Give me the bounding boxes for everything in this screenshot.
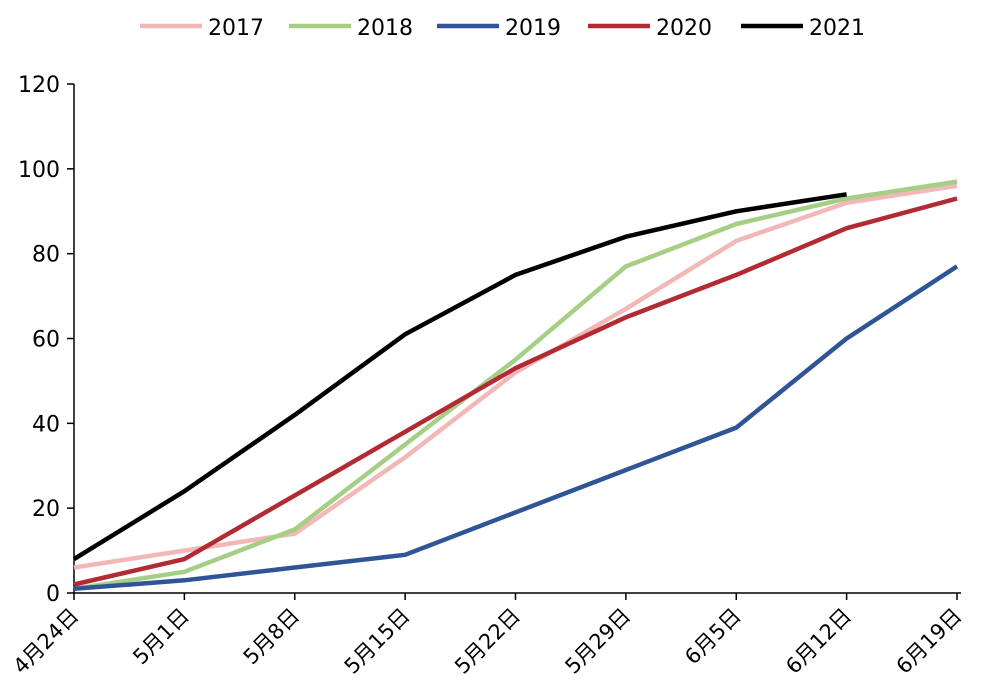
legend-item: 2017 xyxy=(140,16,264,41)
plot-area xyxy=(72,179,959,592)
x-tick-label: 4月24日 xyxy=(9,604,84,679)
x-tick-label: 5月15日 xyxy=(340,604,415,679)
x-tick-label: 5月1日 xyxy=(128,604,194,670)
y-tick-label: 60 xyxy=(32,328,60,353)
x-tick-label: 6月5日 xyxy=(680,604,746,670)
x-tick-label: 6月19日 xyxy=(892,604,967,679)
legend-item: 2019 xyxy=(437,16,561,41)
legend: 2017 2018 2019 2020 2021 xyxy=(140,16,865,41)
y-axis: 0 20 40 60 80 100 120 xyxy=(18,73,75,607)
series-line-2017 xyxy=(73,183,958,570)
legend-item: 2021 xyxy=(741,16,865,41)
x-axis: 4月24日 5月1日 5月8日 5月15日 5月22日 5月29日 6月5日 6月12日 6月1… xyxy=(9,592,967,679)
legend-label: 2019 xyxy=(505,16,561,41)
series-line-2020 xyxy=(73,196,958,587)
y-tick-label: 80 xyxy=(32,243,60,268)
x-tick-label: 5月8日 xyxy=(239,604,305,670)
y-tick-label: 40 xyxy=(32,412,60,437)
y-tick-label: 20 xyxy=(32,497,60,522)
y-tick-label: 0 xyxy=(46,582,60,607)
series-line-2021 xyxy=(72,192,847,562)
legend-label: 2020 xyxy=(656,16,712,41)
legend-label: 2017 xyxy=(208,16,264,41)
y-tick-label: 120 xyxy=(18,73,60,98)
y-tick-label: 100 xyxy=(18,158,60,183)
legend-item: 2018 xyxy=(289,16,413,41)
legend-label: 2021 xyxy=(809,16,865,41)
series-line-2018 xyxy=(73,179,958,592)
series-line-2019 xyxy=(73,264,959,592)
x-tick-label: 5月22日 xyxy=(450,604,525,679)
x-tick-label: 6月12日 xyxy=(781,604,856,679)
legend-label: 2018 xyxy=(357,16,413,41)
x-tick-label: 5月29日 xyxy=(560,604,635,679)
legend-item: 2020 xyxy=(588,16,712,41)
